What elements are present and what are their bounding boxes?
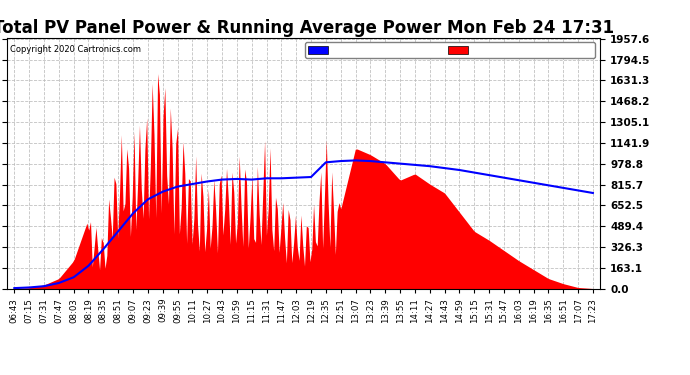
Text: Copyright 2020 Cartronics.com: Copyright 2020 Cartronics.com <box>10 45 141 54</box>
Legend: Average (DC Watts), PV Panels (DC Watts): Average (DC Watts), PV Panels (DC Watts) <box>305 42 595 58</box>
Title: Total PV Panel Power & Running Average Power Mon Feb 24 17:31: Total PV Panel Power & Running Average P… <box>0 20 614 38</box>
